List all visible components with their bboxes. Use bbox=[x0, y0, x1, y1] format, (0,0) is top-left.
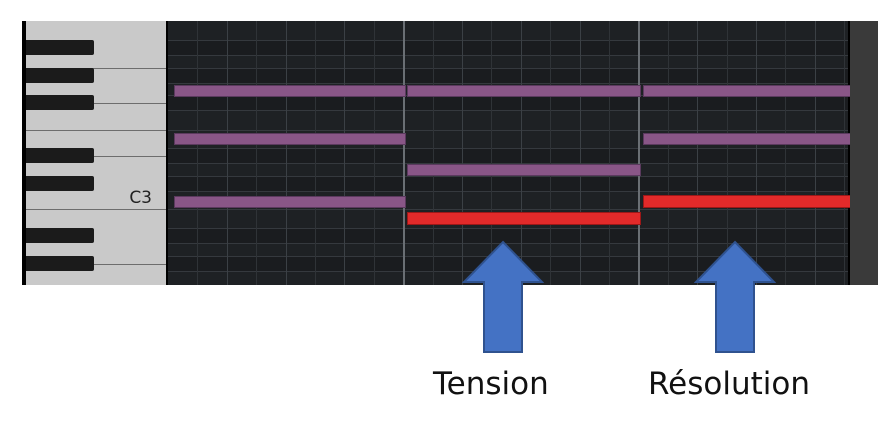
grid-row-line bbox=[168, 228, 848, 229]
beat-line bbox=[668, 21, 669, 285]
note-chord-1-top[interactable] bbox=[174, 85, 406, 97]
bar-line bbox=[638, 21, 640, 285]
white-key-separator bbox=[26, 156, 166, 157]
grid-row-line bbox=[168, 110, 848, 111]
beat-line bbox=[197, 21, 198, 285]
grid-row-line bbox=[168, 55, 848, 56]
piano-keyboard[interactable]: C3 bbox=[26, 21, 166, 285]
grid-row bbox=[168, 68, 848, 83]
beat-line bbox=[609, 21, 610, 285]
beat-line bbox=[256, 21, 257, 285]
tension-label: Tension bbox=[433, 366, 549, 402]
grid-row bbox=[168, 228, 848, 243]
black-key[interactable] bbox=[26, 148, 94, 163]
beat-line bbox=[785, 21, 786, 285]
grid-row bbox=[168, 176, 848, 191]
white-key-separator bbox=[26, 264, 166, 265]
white-key-separator bbox=[26, 103, 166, 104]
grid-row-line bbox=[168, 191, 848, 192]
grid-row bbox=[168, 148, 848, 163]
black-key[interactable] bbox=[26, 256, 94, 271]
black-key[interactable] bbox=[26, 68, 94, 83]
tension-arrow-icon bbox=[462, 240, 544, 353]
beat-line bbox=[344, 21, 345, 285]
bar-line bbox=[403, 21, 405, 285]
grid-row-line bbox=[168, 130, 848, 131]
grid-row-line bbox=[168, 83, 848, 84]
resolution-label: Résolution bbox=[648, 366, 810, 402]
note-chord-2-top[interactable] bbox=[407, 85, 641, 97]
beat-line bbox=[433, 21, 434, 285]
note-chord-3-bottom-highlight[interactable] bbox=[643, 195, 874, 208]
note-chord-2-middle[interactable] bbox=[407, 164, 641, 176]
white-key-separator bbox=[26, 68, 166, 69]
black-key[interactable] bbox=[26, 176, 94, 191]
beat-line bbox=[315, 21, 316, 285]
beat-line bbox=[491, 21, 492, 285]
grid-row bbox=[168, 40, 848, 55]
beat-line bbox=[815, 21, 816, 285]
grid-row-line bbox=[168, 163, 848, 164]
resolution-arrow-icon bbox=[694, 240, 776, 353]
grid-row-line bbox=[168, 176, 848, 177]
grid-row-line bbox=[168, 68, 848, 69]
grid-row-line bbox=[168, 148, 848, 149]
white-key-separator bbox=[26, 130, 166, 131]
beat-line bbox=[286, 21, 287, 285]
black-key[interactable] bbox=[26, 95, 94, 110]
key-label-c3: C3 bbox=[129, 188, 152, 208]
grid-row-line bbox=[168, 209, 848, 210]
note-chord-3-middle[interactable] bbox=[643, 133, 874, 145]
beat-line bbox=[697, 21, 698, 285]
beat-line bbox=[462, 21, 463, 285]
grid-row-line bbox=[168, 243, 848, 244]
beat-line bbox=[727, 21, 728, 285]
note-chord-3-top[interactable] bbox=[643, 85, 874, 97]
beat-line bbox=[521, 21, 522, 285]
black-key[interactable] bbox=[26, 40, 94, 55]
grid-row-line bbox=[168, 40, 848, 41]
note-chord-1-middle[interactable] bbox=[174, 133, 406, 145]
white-key-separator bbox=[26, 209, 166, 210]
grid-row bbox=[168, 95, 848, 110]
piano-roll: C3 bbox=[22, 21, 878, 285]
beat-line bbox=[580, 21, 581, 285]
black-key[interactable] bbox=[26, 228, 94, 243]
beat-line bbox=[756, 21, 757, 285]
vertical-scrollbar[interactable] bbox=[850, 21, 878, 285]
beat-line bbox=[374, 21, 375, 285]
note-chord-2-bottom-highlight[interactable] bbox=[407, 212, 641, 225]
beat-line bbox=[227, 21, 228, 285]
beat-line bbox=[844, 21, 845, 285]
note-chord-1-bottom[interactable] bbox=[174, 196, 406, 208]
beat-line bbox=[550, 21, 551, 285]
